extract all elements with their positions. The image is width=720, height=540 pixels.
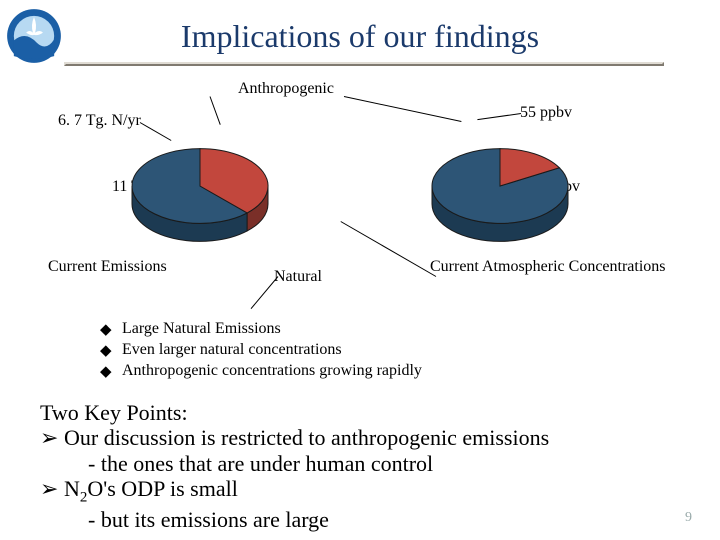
page-number: 9 bbox=[685, 510, 692, 526]
diamond-icon: ◆ bbox=[100, 362, 122, 381]
key-points: Two Key Points: ➢ Our discussion is rest… bbox=[40, 400, 549, 532]
key-point-sub: - the ones that are under human control bbox=[88, 451, 549, 476]
diamond-icon: ◆ bbox=[100, 341, 122, 360]
pie-chart-emissions bbox=[120, 116, 280, 286]
title-underline bbox=[64, 62, 664, 66]
key-points-heading: Two Key Points: bbox=[40, 400, 549, 425]
key-point-item: ➢ N2O's ODP is small bbox=[40, 476, 549, 507]
key-point-sub: - but its emissions are large bbox=[88, 507, 549, 532]
pie-chart-concentrations bbox=[420, 116, 580, 286]
bullet-item: ◆Even larger natural concentrations bbox=[100, 341, 422, 360]
label-anthropogenic: Anthropogenic bbox=[238, 80, 334, 98]
key-point-main: Our discussion is restricted to anthropo… bbox=[64, 425, 549, 450]
page-title: Implications of our findings bbox=[0, 18, 720, 55]
bullet-item: ◆Large Natural Emissions bbox=[100, 320, 422, 339]
bullet-item: ◆Anthropogenic concentrations growing ra… bbox=[100, 362, 422, 381]
arrow-icon: ➢ bbox=[40, 425, 64, 450]
diamond-icon: ◆ bbox=[100, 320, 122, 339]
key-point-item: ➢ Our discussion is restricted to anthro… bbox=[40, 425, 549, 450]
key-point-main: N2O's ODP is small bbox=[64, 476, 238, 507]
findings-bullets: ◆Large Natural Emissions ◆Even larger na… bbox=[100, 320, 422, 383]
arrow-icon: ➢ bbox=[40, 476, 64, 507]
label-natural: Natural bbox=[274, 268, 322, 286]
